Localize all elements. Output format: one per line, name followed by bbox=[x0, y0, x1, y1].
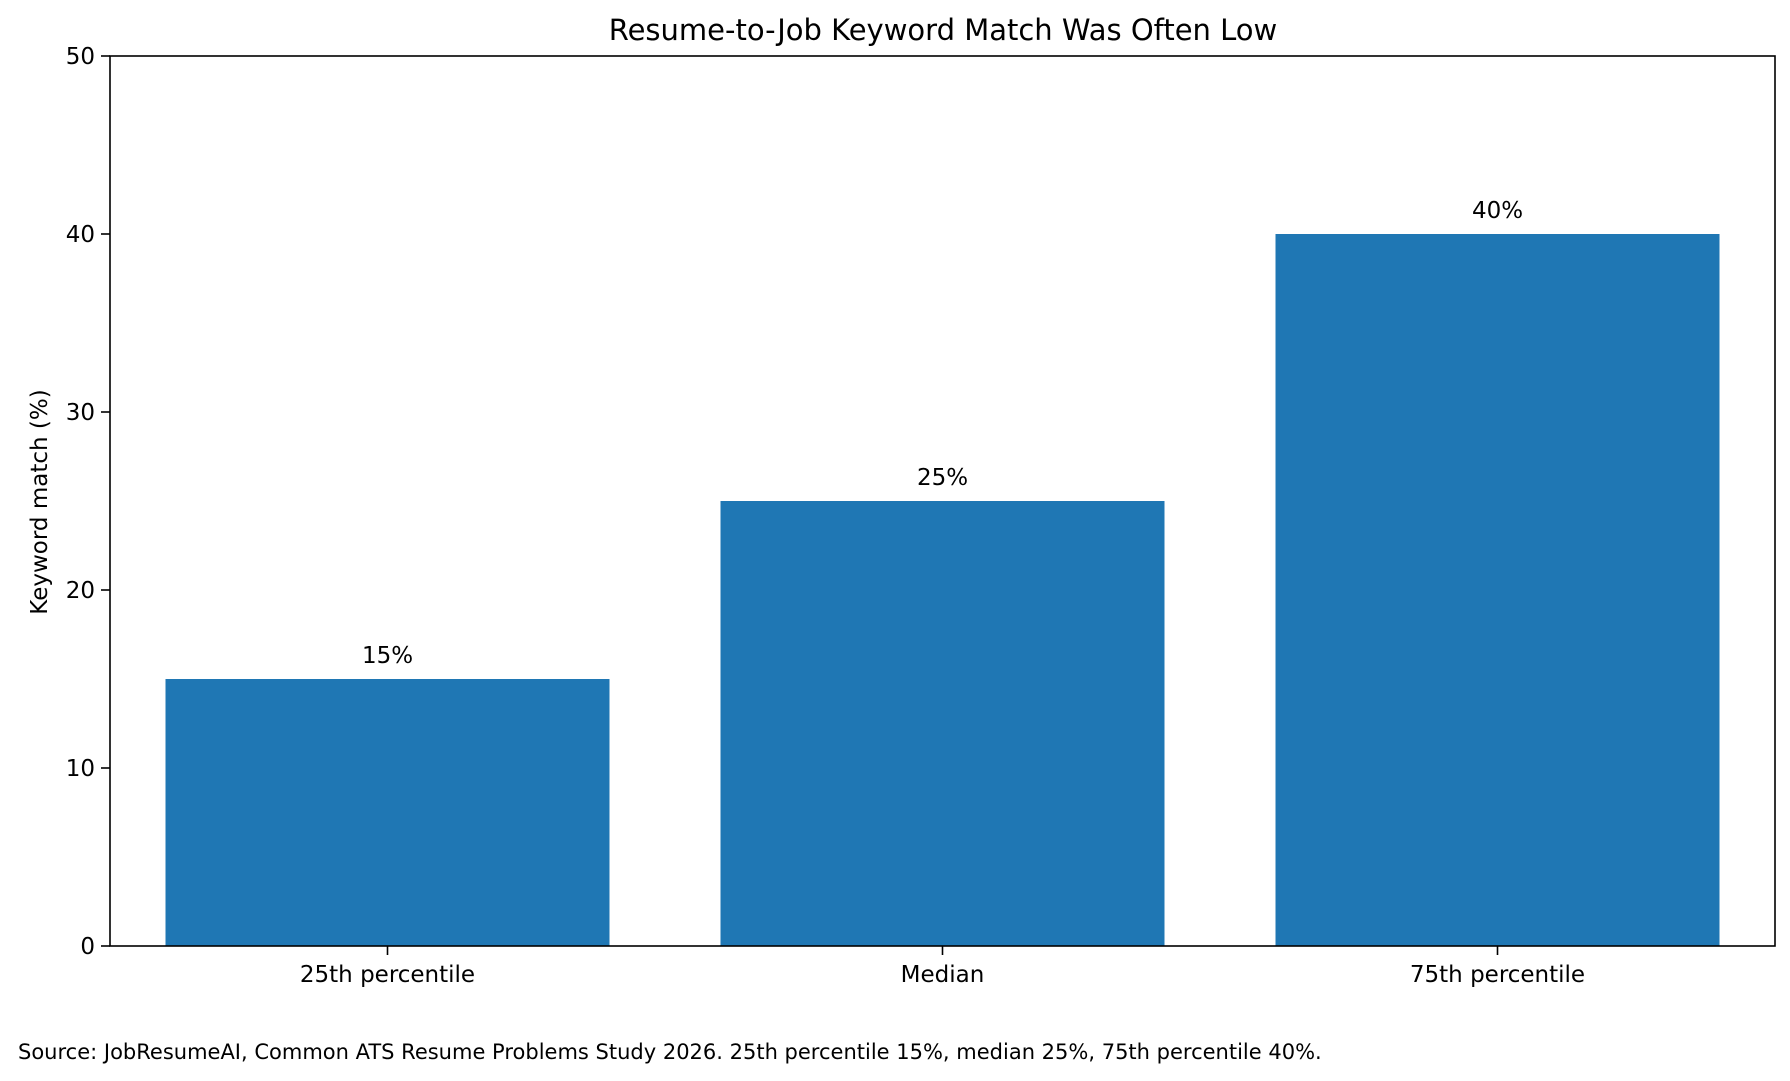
bar-value-label: 40% bbox=[1472, 198, 1523, 224]
bar bbox=[720, 501, 1165, 946]
y-tick-label: 0 bbox=[80, 934, 95, 960]
bars-group bbox=[165, 234, 1720, 946]
bar-value-label: 25% bbox=[917, 465, 968, 491]
plot-area-frame bbox=[109, 55, 1776, 947]
bar bbox=[165, 679, 610, 946]
bar-value-label: 15% bbox=[362, 643, 413, 669]
bar bbox=[1275, 234, 1720, 946]
y-tick-label: 10 bbox=[66, 756, 95, 782]
chart-title: Resume-to-Job Keyword Match Was Often Lo… bbox=[609, 13, 1278, 47]
y-tick-label: 50 bbox=[66, 44, 95, 70]
y-tick-label: 20 bbox=[66, 578, 95, 604]
y-axis-ticks: 0 10 20 30 40 50 bbox=[66, 44, 110, 960]
data-labels-group: 15% 25% 40% bbox=[362, 198, 1523, 669]
x-tick-label: 75th percentile bbox=[1410, 962, 1585, 988]
y-axis-label: Keyword match (%) bbox=[27, 389, 53, 614]
source-note: Source: JobResumeAI, Common ATS Resume P… bbox=[18, 1040, 1322, 1064]
x-tick-label: 25th percentile bbox=[300, 962, 475, 988]
x-axis-ticks: 25th percentile Median 75th percentile bbox=[300, 946, 1585, 988]
x-tick-label: Median bbox=[901, 962, 985, 988]
y-tick-label: 30 bbox=[66, 400, 95, 426]
y-tick-label: 40 bbox=[66, 222, 95, 248]
